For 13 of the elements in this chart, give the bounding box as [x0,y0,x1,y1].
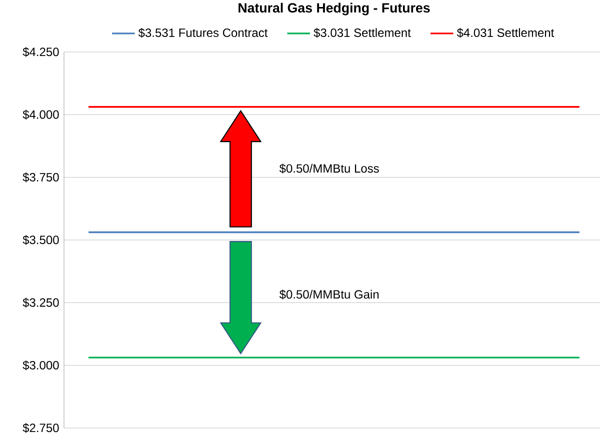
y-tick-label: $4.250 [22,47,59,57]
y-tick-label: $3.750 [22,172,59,182]
legend-label: $3.031 Settlement [314,28,411,38]
y-tick-label: $3.250 [22,298,59,308]
y-tick-label: $2.750 [22,423,59,433]
legend-label: $4.031 Settlement [456,28,554,38]
y-tick-label: $4.000 [22,110,59,120]
y-tick-label: $3.500 [22,235,59,245]
annotation: $0.50/MMBtu Gain [279,290,379,300]
y-tick-label: $3.000 [22,360,59,370]
chart-title: Natural Gas Hedging - Futures [238,2,430,16]
legend-label: $3.531 Futures Contract [138,28,268,38]
annotation: $0.50/MMBtu Loss [279,164,379,174]
